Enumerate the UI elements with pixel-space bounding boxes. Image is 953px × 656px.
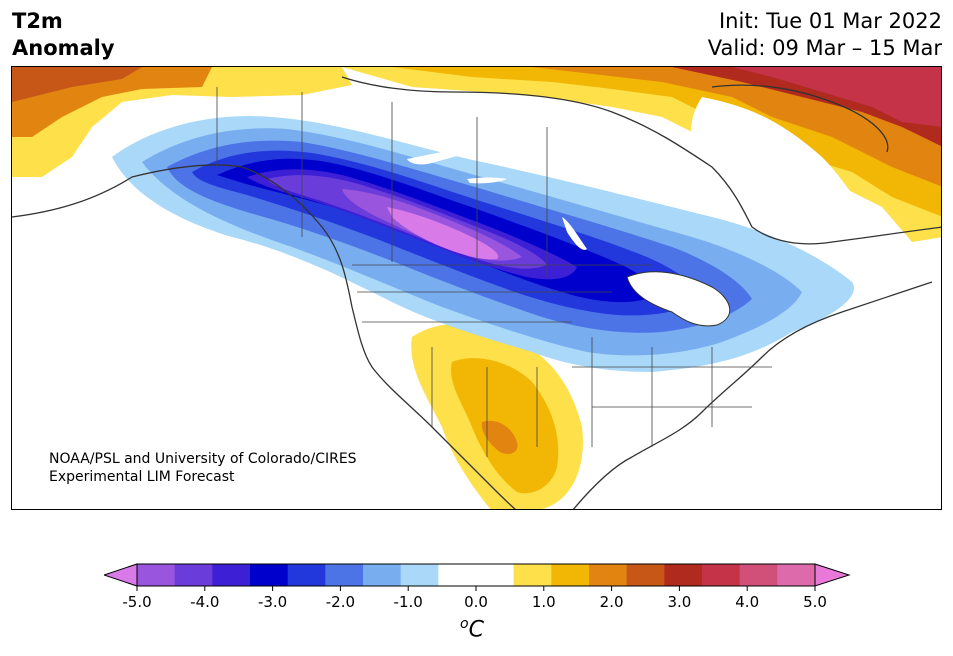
forecast-dates: Init: Tue 01 Mar 2022 Valid: 09 Mar – 15…: [708, 8, 942, 62]
great-lakes: [626, 271, 730, 327]
credit-line2: Experimental LIM Forecast: [49, 469, 235, 485]
map-canvas: [12, 67, 941, 509]
colorbar-cells: [104, 563, 851, 587]
anomaly-map: [11, 66, 942, 510]
colorbar-cell: [174, 564, 213, 586]
colorbar-tick-label: 3.0: [667, 593, 691, 611]
colorbar-tick-label: 2.0: [600, 593, 624, 611]
unit-base: C: [468, 617, 484, 643]
colorbar-cell: [137, 564, 176, 586]
colorbar-cell: [702, 564, 741, 586]
map-title: T2m Anomaly: [12, 8, 115, 62]
title-anomaly: Anomaly: [12, 36, 115, 60]
colorbar-tick-label: -4.0: [190, 593, 219, 611]
colorbar-tick-label: -3.0: [258, 593, 287, 611]
warm-anomaly-northwest-peak: [12, 67, 142, 102]
colorbar-cell: [664, 564, 703, 586]
colorbar-min-extend: [104, 563, 138, 587]
colorbar-cell: [400, 564, 439, 586]
colorbar: -5.0 -4.0 -3.0 -2.0 -1.0 0.0 1.0 2.0 3.0 4.0 5.0: [104, 563, 851, 611]
colorbar-cell: [589, 564, 628, 586]
colorbar-max-extend: [814, 563, 851, 587]
colorbar-cell: [476, 564, 515, 586]
colorbar-tick-label: 5.0: [803, 593, 827, 611]
lake-winnipeg: [562, 217, 587, 250]
coastlines: [12, 76, 941, 509]
colorbar-tick-label: 0.0: [464, 593, 488, 611]
colorbar-tick-label: -2.0: [326, 593, 355, 611]
colorbar-cell: [551, 564, 590, 586]
colorbar-cell: [777, 564, 816, 586]
colorbar-cell: [626, 564, 665, 586]
title-variable: T2m: [12, 9, 63, 33]
warm-anomaly-southwest-core: [481, 420, 518, 454]
colorbar-cell: [739, 564, 778, 586]
cold-anomaly-peak: [387, 207, 499, 260]
colorbar-tick-label: 4.0: [735, 593, 759, 611]
colorbar-cell: [438, 564, 477, 586]
great-slave-lake: [407, 147, 482, 165]
colorbar-cell: [363, 564, 402, 586]
colorbar-cell: [287, 564, 326, 586]
colorbar-cell: [325, 564, 364, 586]
credit-text: NOAA/PSL and University of Colorado/CIRE…: [49, 450, 357, 486]
valid-range: Valid: 09 Mar – 15 Mar: [707, 36, 942, 60]
colorbar-tick-label: 1.0: [532, 593, 556, 611]
neutral-hudson: [691, 97, 872, 237]
colorbar-cell: [513, 564, 552, 586]
colorbar-cell: [212, 564, 251, 586]
credit-line1: NOAA/PSL and University of Colorado/CIRE…: [49, 451, 357, 467]
colorbar-cell: [250, 564, 289, 586]
warm-anomaly-greenland-peak: [732, 67, 941, 127]
init-date: Init: Tue 01 Mar 2022: [718, 9, 942, 33]
unit-degree: o: [460, 616, 469, 632]
colorbar-tick-label: -1.0: [394, 593, 423, 611]
borders: [216, 87, 772, 457]
colorbar-ticks: -5.0 -4.0 -3.0 -2.0 -1.0 0.0 1.0 2.0 3.0 4.0 5.0: [122, 586, 827, 611]
colorbar-tick-label: -5.0: [122, 593, 151, 611]
colorbar-unit: oC: [460, 616, 484, 642]
